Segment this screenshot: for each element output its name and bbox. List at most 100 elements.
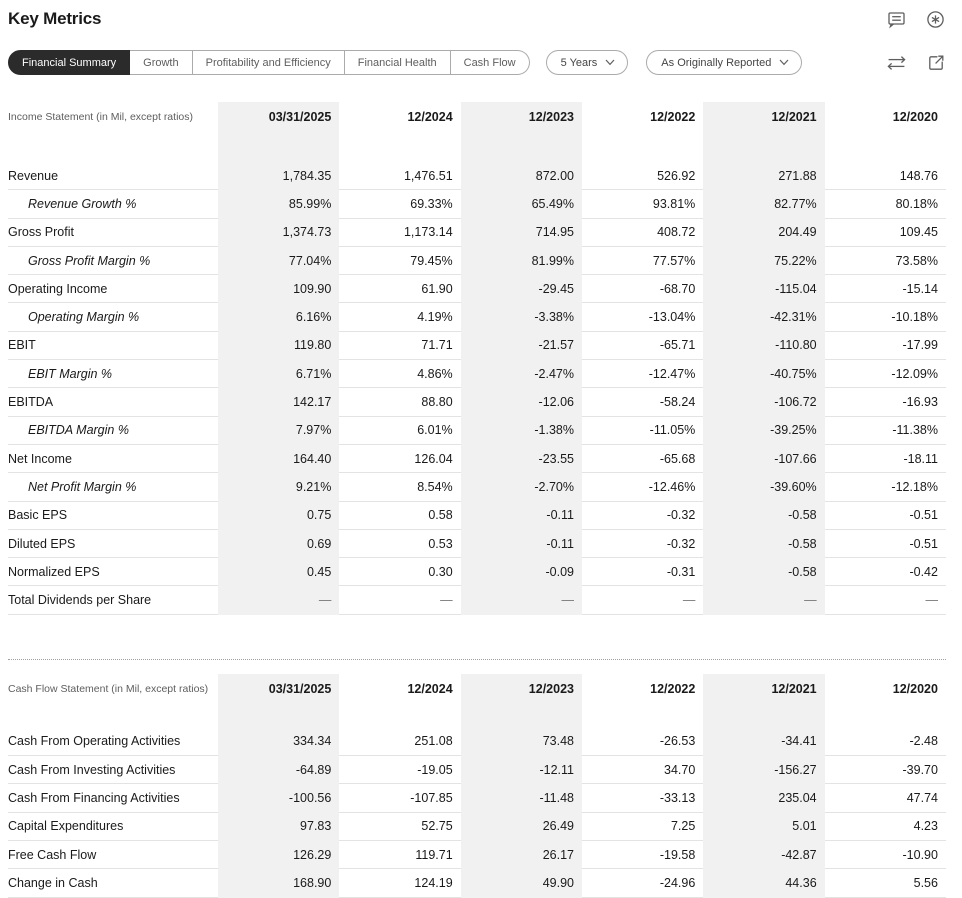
cell-value: 204.49: [703, 218, 825, 247]
cell-value: -0.32: [581, 530, 704, 559]
cell-value: -0.58: [703, 558, 825, 587]
cell-value: 126.04: [339, 445, 461, 474]
cell-value: 85.99%: [218, 190, 340, 219]
export-icon[interactable]: [926, 53, 946, 73]
cell-value: 47.74: [824, 784, 946, 813]
tab-growth[interactable]: Growth: [130, 50, 193, 75]
cell-value: 126.29: [218, 840, 340, 870]
table-row: Total Dividends per Share — — — — — —: [8, 586, 946, 615]
row-label: Cash From Investing Activities: [8, 756, 218, 785]
cell-value: 49.90: [460, 869, 582, 898]
cell-value: -42.87: [703, 840, 825, 870]
tab-financial-health[interactable]: Financial Health: [344, 50, 451, 75]
table-row: Diluted EPS 0.69 0.53 -0.11 -0.32 -0.58 -0.51: [8, 529, 946, 559]
cell-value: -12.18%: [824, 473, 946, 502]
cell-value: -0.42: [824, 558, 946, 587]
tab-financial-summary[interactable]: Financial Summary: [8, 50, 131, 75]
cell-value: -12.46%: [581, 473, 704, 502]
cell-value: 5.01: [703, 812, 825, 841]
toolbar: Financial Summary Growth Profitability and…: [8, 50, 946, 75]
cell-value: 93.81%: [581, 190, 704, 219]
years-dropdown[interactable]: 5 Years: [545, 50, 629, 75]
cell-value: -42.31%: [703, 303, 825, 332]
tab-profitability-and-efficiency[interactable]: Profitability and Efficiency: [192, 50, 345, 75]
cell-value: -0.11: [460, 501, 582, 530]
tab-cash-flow[interactable]: Cash Flow: [450, 50, 530, 75]
row-label: Cash From Operating Activities: [8, 728, 218, 757]
cell-value: 0.45: [218, 558, 340, 587]
row-label: Basic EPS: [8, 502, 218, 530]
cell-value: -0.32: [581, 502, 704, 530]
section-label: Cash Flow Statement (in Mil, except rati…: [8, 682, 209, 695]
cell-value: -106.72: [703, 388, 825, 417]
cell-value: 714.95: [460, 218, 582, 247]
title-row: Key Metrics: [8, 8, 946, 30]
table-row: Basic EPS 0.75 0.58 -0.11 -0.32 -0.58 -0.51: [8, 501, 946, 530]
row-label: EBITDA Margin %: [8, 417, 218, 445]
row-label: Normalized EPS: [8, 558, 218, 587]
cell-value: 408.72: [581, 219, 704, 247]
table-row: Cash From Operating Activities 334.34 251.…: [8, 727, 946, 757]
table-row: Free Cash Flow 126.29 119.71 26.17 -19.58 -42…: [8, 840, 946, 870]
table-row: Change in Cash 168.90 124.19 49.90 -24.96 44.…: [8, 869, 946, 898]
chevron-down-icon: [605, 59, 615, 66]
cell-value: 334.34: [218, 727, 340, 757]
compare-arrows-icon[interactable]: [885, 54, 908, 72]
cell-value: -0.51: [824, 502, 946, 530]
cell-value: -13.04%: [581, 303, 704, 332]
column-header: 03/31/2025: [218, 673, 340, 728]
cell-value: 6.01%: [339, 417, 461, 445]
cell-value: -17.99: [824, 332, 946, 361]
cell-value: 75.22%: [703, 246, 825, 276]
table-row: Gross Profit 1,374.73 1,173.14 714.95 408.72…: [8, 218, 946, 247]
cell-value: 1,173.14: [339, 219, 461, 247]
cell-value: 73.48: [460, 727, 582, 757]
cell-value: 109.45: [824, 219, 946, 247]
table-row: Capital Expenditures 97.83 52.75 26.49 7.25 5…: [8, 812, 946, 841]
cell-value: —: [824, 586, 946, 615]
column-header: 12/2024: [407, 110, 453, 124]
title-icons: [886, 9, 946, 30]
cell-value: 52.75: [339, 813, 461, 841]
cell-value: 82.77%: [703, 190, 825, 219]
row-label: Operating Margin %: [8, 303, 218, 332]
cell-value: 0.53: [339, 530, 461, 559]
cell-value: 119.71: [339, 841, 461, 870]
cell-value: —: [339, 586, 461, 615]
cell-value: 251.08: [339, 728, 461, 757]
row-label: EBITDA: [8, 388, 218, 417]
cell-value: -11.48: [460, 784, 582, 813]
cell-value: 6.71%: [218, 360, 340, 389]
cell-value: 6.16%: [218, 303, 340, 332]
column-header: 12/2021: [703, 102, 825, 162]
table-row: Operating Margin % 6.16% 4.19% -3.38% -13.04…: [8, 303, 946, 332]
cell-value: 4.23: [824, 813, 946, 841]
row-label: Revenue: [8, 162, 218, 191]
table-row: Gross Profit Margin % 77.04% 79.45% 81.99% 7…: [8, 246, 946, 276]
cell-value: 44.36: [703, 869, 825, 898]
cell-value: -34.41: [703, 727, 825, 757]
asterisk-icon[interactable]: [925, 9, 946, 30]
cell-value: -33.13: [581, 784, 704, 813]
cell-value: —: [460, 586, 582, 615]
cell-value: —: [218, 586, 340, 615]
cell-value: 65.49%: [460, 190, 582, 219]
cell-value: -26.53: [581, 728, 704, 757]
cell-value: -39.70: [824, 756, 946, 785]
reporting-basis-dropdown[interactable]: As Originally Reported: [646, 50, 803, 75]
table-row: Net Income 164.40 126.04 -23.55 -65.68 -107.6…: [8, 444, 946, 474]
cell-value: -0.58: [703, 501, 825, 530]
row-label: Change in Cash: [8, 869, 218, 898]
years-dropdown-label: 5 Years: [560, 56, 598, 69]
cell-value: 81.99%: [460, 246, 582, 276]
row-label: Gross Profit: [8, 219, 218, 247]
comment-icon[interactable]: [886, 9, 907, 30]
table-header-row: Cash Flow Statement (in Mil, except rati…: [8, 673, 946, 728]
cell-value: 77.04%: [218, 246, 340, 276]
cell-value: 73.58%: [824, 247, 946, 276]
cell-value: 124.19: [339, 869, 461, 898]
statement-tabs: Financial Summary Growth Profitability and…: [8, 50, 530, 75]
cell-value: 77.57%: [581, 247, 704, 276]
column-header: 12/2022: [650, 681, 696, 696]
toolbar-icons: [885, 53, 946, 73]
